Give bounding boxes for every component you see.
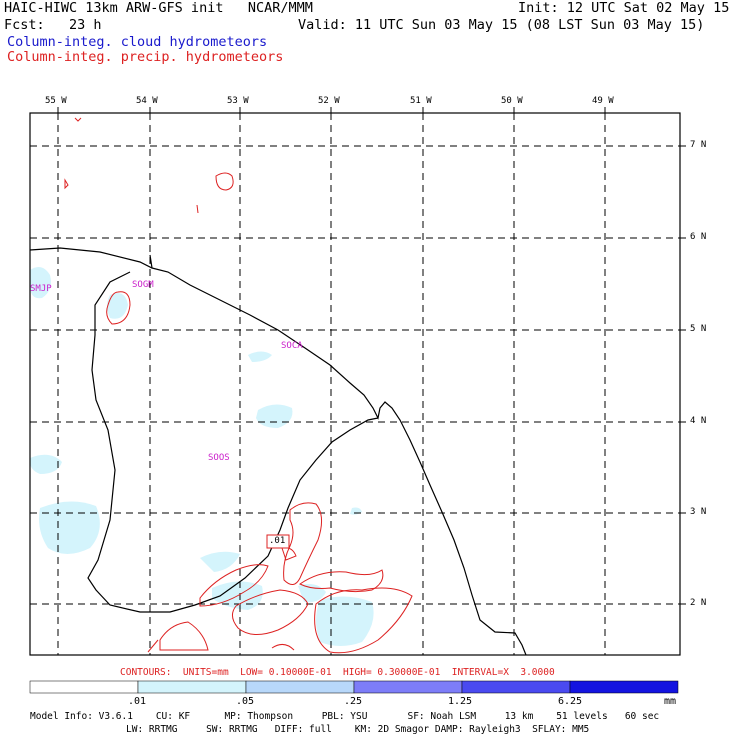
model-info-line1: Model Info: V3.6.1 CU: KF MP: Thompson P… <box>30 711 660 722</box>
colorbar-bin-5 <box>569 680 679 694</box>
lon-label-53w: 53 W <box>227 96 249 106</box>
lat-label-3n: 3 N <box>690 507 707 517</box>
contour-label-box <box>266 534 290 549</box>
lat-label-4n: 4 N <box>690 416 707 426</box>
colorbar-tick-2: .25 <box>344 696 363 707</box>
lat-label-7n: 7 N <box>690 140 707 150</box>
colorbar-tick-4: 6.25 <box>558 696 583 707</box>
init-time: Init: 12 UTC Sat 02 May 15 <box>518 0 730 16</box>
station-smjp: SMJP <box>30 284 52 294</box>
lon-label-49w: 49 W <box>592 96 614 106</box>
legend-precip-hydrometeors: Column-integ. precip. hydrometeors <box>7 49 284 65</box>
station-sogm: SOGM <box>132 280 154 290</box>
top-ticks <box>57 107 606 113</box>
forecast-hour: Fcst: 23 h <box>4 17 102 33</box>
station-soca: SOCA <box>281 341 303 351</box>
colorbar-bin-0 <box>29 680 139 694</box>
colorbar-bin-4 <box>461 680 571 694</box>
colorbar-units: mm <box>664 696 677 707</box>
legend-cloud-hydrometeors: Column-integ. cloud hydrometeors <box>7 34 268 50</box>
lon-label-54w: 54 W <box>136 96 158 106</box>
plot-title: HAIC-HIWC 13km ARW-GFS init NCAR/MMM <box>4 0 313 16</box>
contour-info: CONTOURS: UNITS=mm LOW= 0.10000E-01 HIGH… <box>120 667 555 678</box>
graticule <box>30 113 680 655</box>
map-frame <box>29 112 681 656</box>
model-info-line2: LW: RRTMG SW: RRTMG DIFF: full KM: 2D Sm… <box>126 724 590 735</box>
lon-label-55w: 55 W <box>45 96 67 106</box>
colorbar-tick-0: .01 <box>128 696 147 707</box>
lon-label-50w: 50 W <box>501 96 523 106</box>
colorbar-bin-3 <box>353 680 463 694</box>
lon-label-51w: 51 W <box>410 96 432 106</box>
precip-hydrometeor-contours <box>64 117 413 654</box>
colorbar-tick-3: 1.25 <box>448 696 473 707</box>
lat-label-6n: 6 N <box>690 232 707 242</box>
colorbar-bin-2 <box>245 680 355 694</box>
colorbar-bin-1 <box>137 680 247 694</box>
lon-label-52w: 52 W <box>318 96 340 106</box>
valid-time: Valid: 11 UTC Sun 03 May 15 (08 LST Sun … <box>298 17 705 33</box>
lat-label-2n: 2 N <box>690 598 707 608</box>
lat-label-5n: 5 N <box>690 324 707 334</box>
contour-label: .01 <box>269 536 286 546</box>
right-ticks <box>680 145 686 605</box>
cloud-hydrometeor-areas <box>30 266 374 646</box>
colorbar-tick-1: .05 <box>236 696 255 707</box>
station-soos: SOOS <box>208 453 230 463</box>
coastline <box>29 247 527 656</box>
